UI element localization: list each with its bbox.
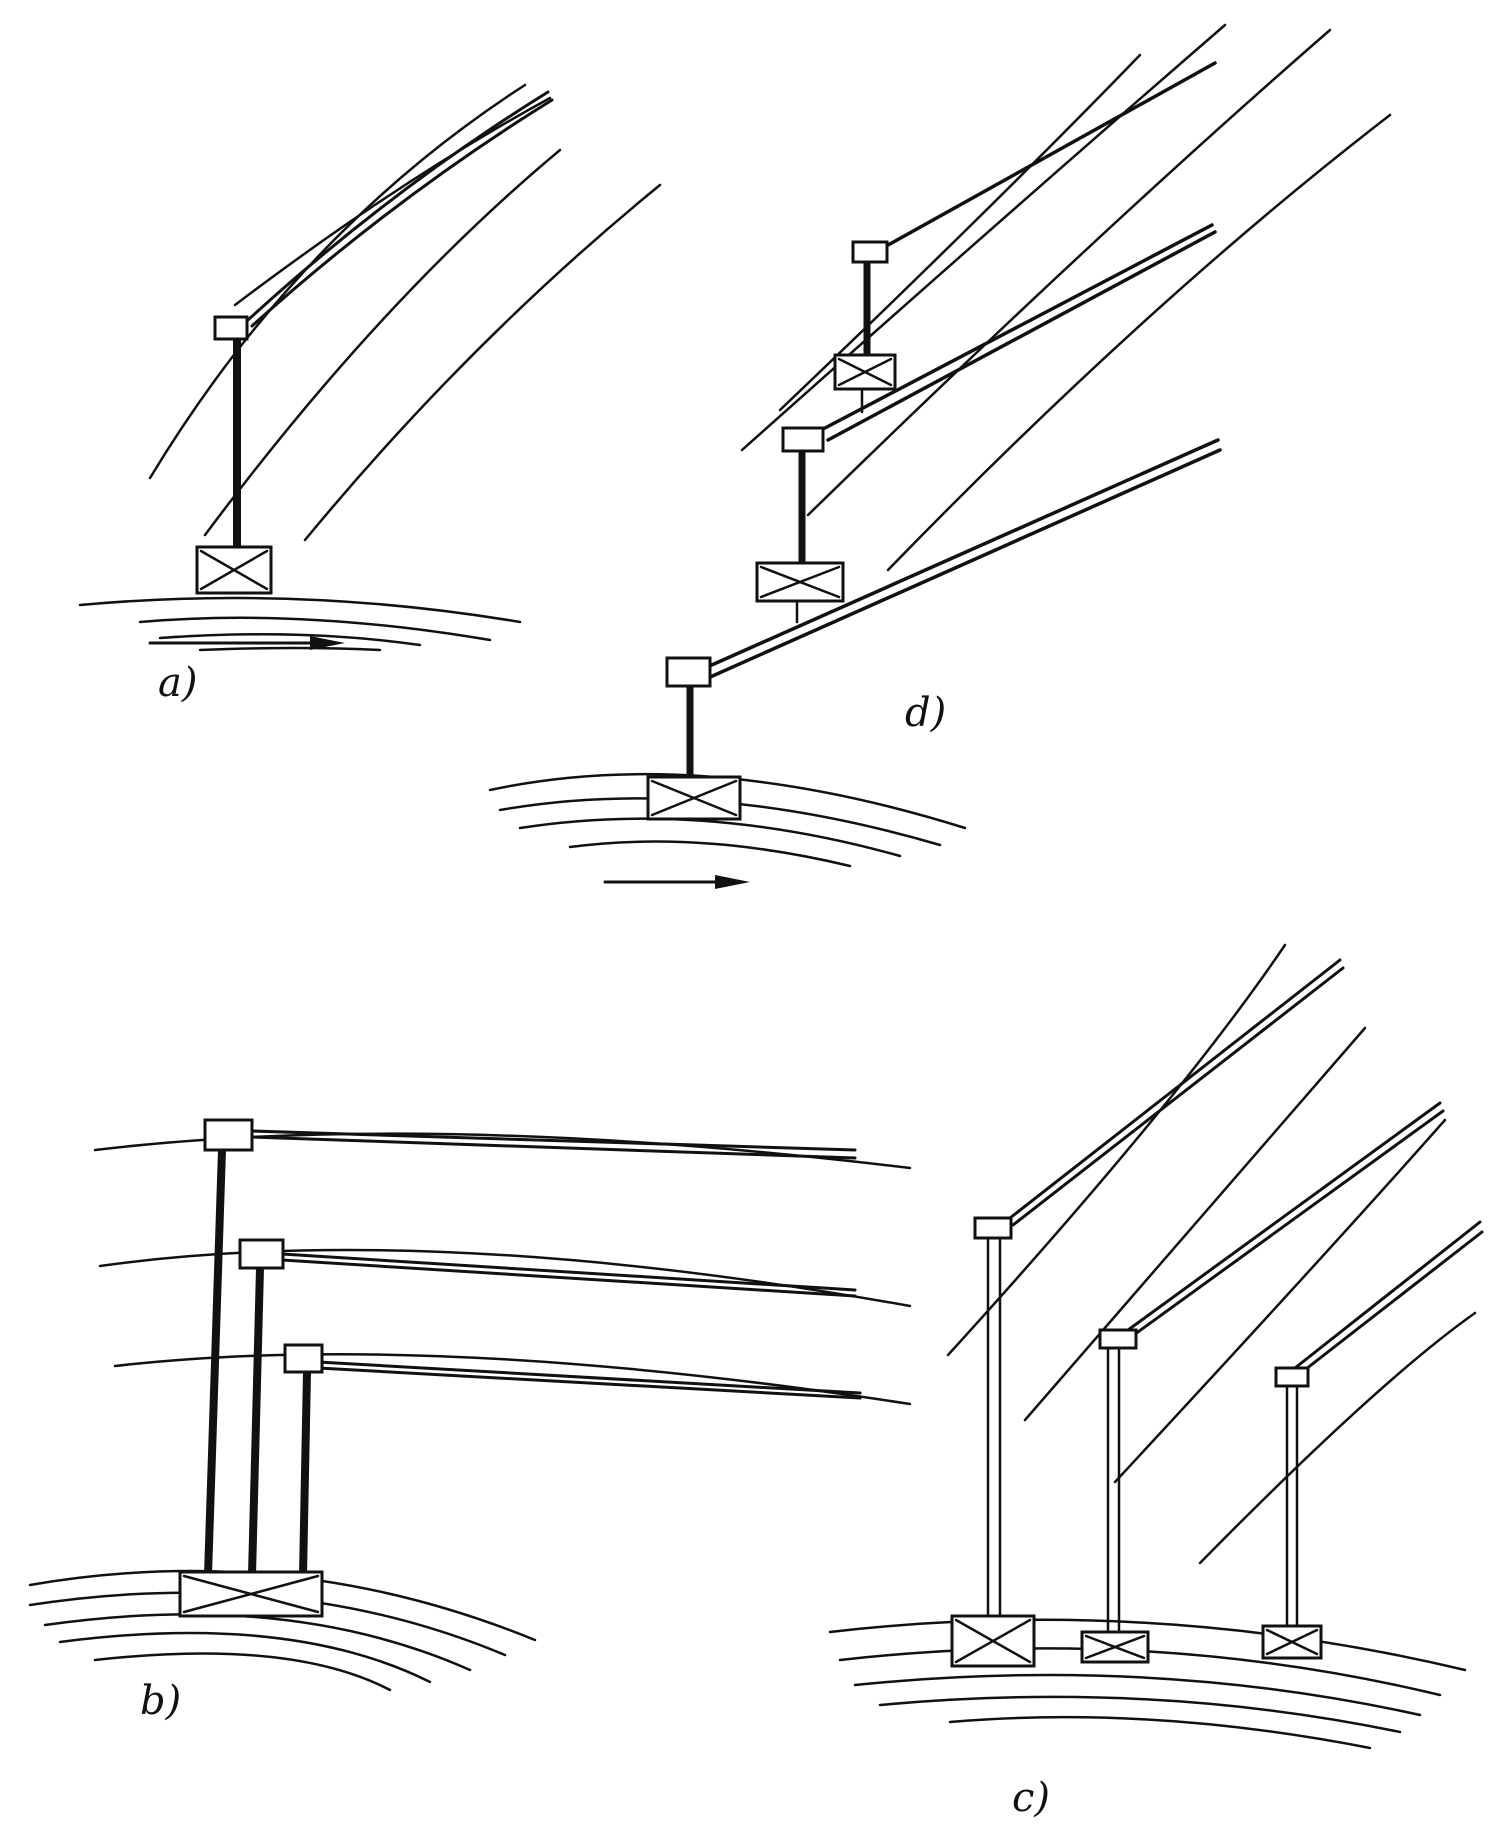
panel-label-b: b) <box>140 1678 182 1724</box>
panel-b-top-box-middle <box>238 1238 285 1270</box>
panel-d <box>488 23 1392 889</box>
panel-c-top-box-right <box>1274 1366 1310 1388</box>
panel-d-base-box-upper <box>833 353 897 391</box>
panel-d-base-box-middle <box>755 561 845 603</box>
panel-b <box>28 1118 912 1692</box>
panel-c-base-box-middle <box>1080 1630 1150 1664</box>
panel-label-a: a) <box>158 660 198 706</box>
panel-c <box>828 943 1484 1750</box>
panel-a-base-box <box>195 545 273 595</box>
panel-label-c: c) <box>1012 1775 1051 1821</box>
panel-c-field-lines <box>946 943 1477 1565</box>
panel-a <box>78 83 662 652</box>
panel-c-antenna-wires <box>1008 958 1484 1378</box>
panel-c-top-box-left <box>973 1216 1013 1240</box>
panel-a-antenna-wire <box>246 90 554 328</box>
panel-c-masts <box>986 1234 1299 1636</box>
panel-d-flow-arrow <box>603 875 750 889</box>
panel-c-top-box-middle <box>1098 1328 1138 1350</box>
panel-a-flow-arrow <box>148 636 345 650</box>
panel-d-base-box-lower <box>646 775 742 821</box>
panel-c-base-box-left <box>950 1614 1036 1668</box>
panel-d-field-lines <box>740 23 1392 572</box>
panel-b-masts <box>204 1146 311 1579</box>
panel-a-ground <box>78 596 522 652</box>
panel-label-d: d) <box>905 690 947 736</box>
panel-b-antenna-wires <box>250 1129 862 1400</box>
panel-b-top-box-upper <box>203 1118 254 1152</box>
panel-a-field-lines <box>148 83 662 542</box>
panel-d-top-box-middle <box>781 426 825 453</box>
panel-c-base-box-right <box>1261 1624 1323 1660</box>
panel-d-top-box-upper <box>851 240 889 264</box>
panel-d-top-box-lower <box>665 656 712 688</box>
panel-a-top-box <box>213 315 249 341</box>
panel-d-antenna-wires <box>703 61 1222 680</box>
panel-b-base-box <box>178 1570 324 1618</box>
panel-b-top-box-lower <box>283 1343 324 1374</box>
